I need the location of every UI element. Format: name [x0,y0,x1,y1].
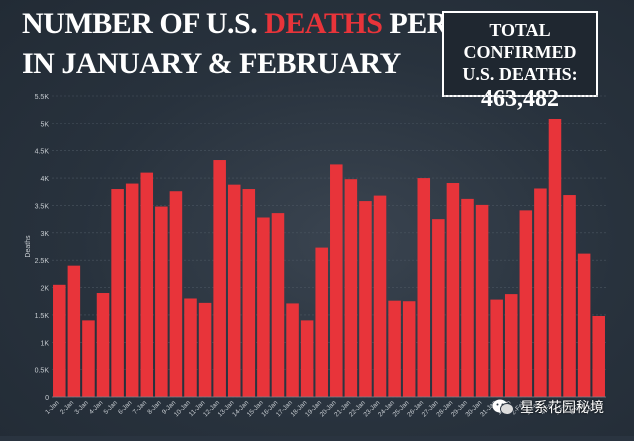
bar-5-Jan [111,189,124,397]
watermark: 星系花园秘境 [492,396,604,418]
total-label-line-1: TOTAL CONFIRMED [463,20,577,62]
y-tick-label: 3.5K [35,203,50,210]
y-tick-label: 0.5K [35,368,50,375]
bar-17-Jan [286,303,299,397]
y-tick-label: 1K [40,340,49,347]
bar-29-Jan [461,198,474,397]
bar-1-Feb [504,294,518,397]
bar-13-Jan [227,184,241,397]
bar-1-Jan [53,284,66,397]
bar-7-Feb [592,316,605,397]
bar-16-Jan [271,213,285,397]
bar-12-Jan [213,160,226,397]
bar-2-Feb [519,210,533,397]
bar-chart: 0 0.5K 1K 1.5K 2K 2.5K 3K 3.5K 4K 4.5K 5K 5.5K Death… [0,88,634,436]
title-prefix: NUMBER OF U.S. [22,7,265,40]
bar-5-Feb [563,195,576,397]
x-tick-label: 8-Jan [146,399,163,416]
bar-14-Jan [242,189,256,397]
bar-4-Feb [548,118,562,397]
y-tick-label: 4K [40,176,49,183]
x-tick-label: 4-Jan [88,399,105,416]
bar-21-Jan [344,179,358,397]
bar-19-Jan [315,247,328,397]
y-axis-label: Deaths [25,235,32,258]
bar-chart-svg: 0 0.5K 1K 1.5K 2K 2.5K 3K 3.5K 4K 4.5K 5K 5.5K Death… [25,94,606,418]
bar-30-Jan [475,204,489,397]
bar-9-Jan [169,191,183,397]
y-tick-label: 5.5K [35,94,50,101]
x-tick-label: 3-Jan [73,399,90,416]
y-tick-label: 2K [40,286,49,293]
x-tick-label: 5-Jan [103,399,120,416]
y-tick-label: 0 [45,395,49,402]
x-tick-label: 6-Jan [117,399,134,416]
bar-6-Feb [577,253,591,397]
bar-2-Jan [67,265,81,397]
wechat-icon [492,399,514,415]
bar-3-Jan [82,320,95,397]
bar-28-Jan [446,183,460,397]
x-tick-label: 2-Jan [59,399,76,416]
bar-15-Jan [257,217,270,397]
bar-25-Jan [402,301,416,397]
x-tick-label: 7-Jan [132,399,149,416]
bar-6-Jan [125,183,139,397]
y-tick-label: 2.5K [35,258,50,265]
bar-31-Jan [490,299,503,397]
y-tick-label: 1.5K [35,313,50,320]
bar-10-Jan [184,298,197,397]
bar-11-Jan [198,302,212,397]
watermark-text: 星系花园秘境 [520,400,604,416]
total-deaths-box: TOTAL CONFIRMED U.S. DEATHS: 463,482 [442,11,598,112]
total-label-line-2: U.S. DEATHS: [462,64,578,84]
bar-20-Jan [330,164,343,397]
bar-8-Jan [155,206,168,397]
bar-7-Jan [140,172,154,397]
y-tick-label: 4.5K [35,149,50,156]
bar-18-Jan [300,320,314,397]
bar-26-Jan [417,178,431,397]
bar-4-Jan [96,293,110,397]
bar-27-Jan [432,219,445,397]
bar-22-Jan [359,201,372,397]
y-tick-label: 5K [40,121,49,128]
y-tick-label: 3K [40,231,49,238]
total-value: 463,482 [481,86,559,112]
bar-3-Feb [534,188,547,397]
title-highlight-deaths: DEATHS [264,7,383,40]
bar-24-Jan [388,300,401,397]
bar-23-Jan [373,195,387,397]
title-line-2: IN JANUARY & FEBRUARY [22,47,401,80]
